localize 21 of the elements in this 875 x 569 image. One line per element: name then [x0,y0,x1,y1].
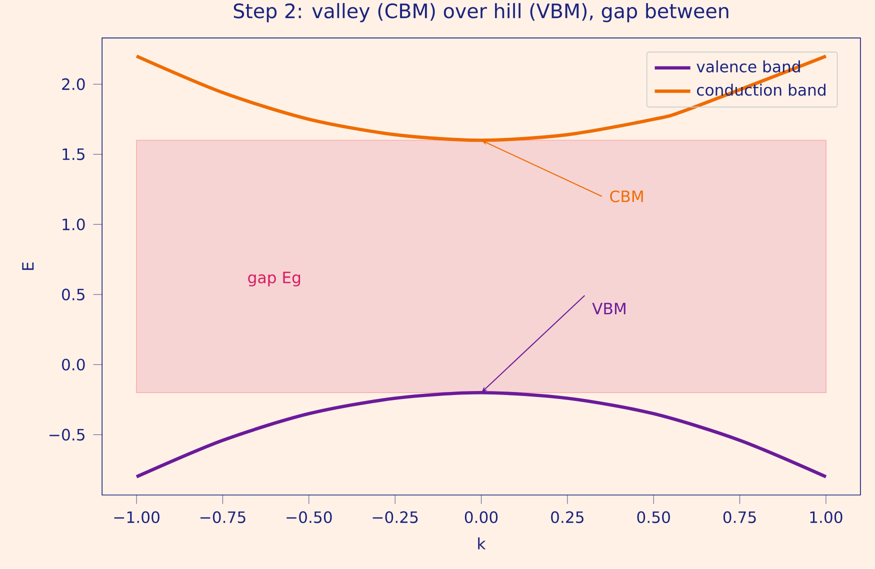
x-tick-label: −0.50 [286,511,332,524]
x-tick-label: 0.25 [551,511,584,524]
y-tick-label: 2.0 [62,78,85,90]
annotation: VBM [592,302,626,314]
y-tick-label: 1.5 [62,148,84,160]
y-tick-label: 0.0 [62,358,85,371]
x-tick-label: 0.75 [723,511,756,524]
x-tick-label: −1.00 [114,511,160,524]
y-axis-title: E [22,262,34,270]
x-tick-label: 1.00 [810,511,842,524]
x-axis-title: k [478,538,486,550]
y-tick-label: 0.5 [62,288,84,301]
x-tick-label: −0.25 [372,511,418,524]
y-tick-label: 1.0 [62,218,85,230]
x-tick-label: 0.50 [637,511,670,524]
band-label: gap Eg [248,272,300,287]
y-tick-label: −0.5 [50,428,84,441]
x-tick-label: −0.75 [200,511,246,524]
x-tick-label: 0.00 [464,511,498,524]
annotation: CBM [610,190,643,202]
chart-title: Step 2: valley (CBM) over hill (VBM), gap between [234,3,728,22]
